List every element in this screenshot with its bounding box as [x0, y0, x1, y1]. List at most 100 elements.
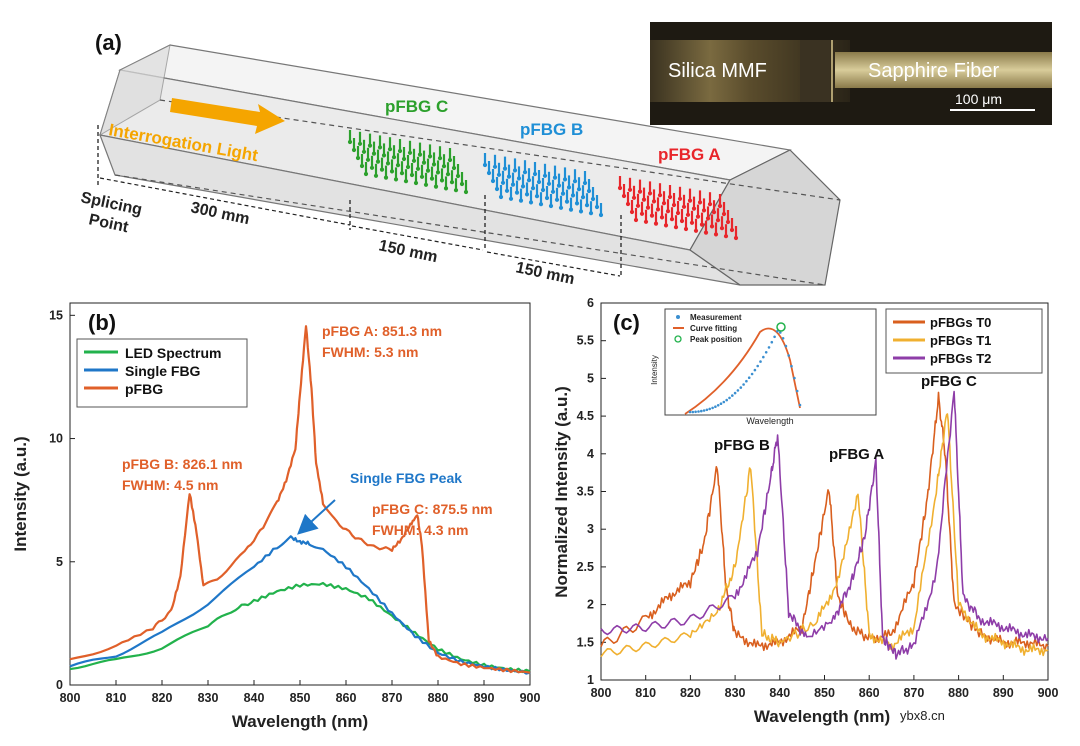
grating-element: [556, 183, 562, 188]
grating-element: [524, 192, 530, 197]
grating-element: [407, 150, 413, 155]
grating-element: [459, 181, 465, 187]
grating-element: [586, 188, 592, 194]
grating-element: [427, 154, 433, 159]
grating-element: [530, 186, 536, 191]
grating-element: [385, 161, 391, 166]
y-tick-label: 3.5: [577, 485, 594, 499]
grating-element: [528, 200, 534, 205]
grating-element: [504, 188, 510, 193]
grating-element: [580, 195, 586, 200]
grating-element: [707, 202, 713, 207]
x-tick-label: 850: [290, 691, 311, 705]
annotation-pfbg-b: pFBG B: 826.1 nm: [122, 456, 243, 472]
grating-element: [506, 174, 512, 179]
grating-element: [711, 210, 717, 215]
grating-element: [393, 177, 399, 182]
grating-element: [639, 211, 645, 216]
grating-element: [453, 188, 459, 193]
inset-measurement-point: [793, 376, 796, 380]
grating-element: [500, 180, 506, 185]
grating-element: [526, 178, 532, 183]
annotation-pfbg-a: pFBG A: 851.3 nm: [322, 323, 442, 339]
grating-element: [548, 203, 554, 209]
inset-measurement-point: [764, 351, 768, 354]
inset-measurement-point: [722, 400, 726, 404]
annotation-pfbg-c-fwhm: FWHM: 4.3 nm: [372, 522, 468, 538]
grating-element: [522, 170, 528, 175]
inset-measurement-point: [711, 406, 714, 410]
peak-label-a: pFBG A: [829, 446, 884, 463]
series-line-pfbgs-t1: [600, 413, 1049, 658]
grating-element: [399, 171, 405, 176]
inset-measurement-point: [719, 402, 723, 406]
x-tick-label: 820: [152, 691, 173, 705]
silica-mmf-label: Silica MMF: [668, 60, 767, 82]
inset-peak-marker: [776, 322, 786, 332]
inset-measurement-point: [762, 355, 765, 359]
grating-element: [643, 219, 649, 224]
series-line-single-fbg: [69, 535, 531, 675]
dimension-line-150a: [351, 225, 484, 251]
grating-element: [689, 220, 695, 225]
legend: LED Spectrum Single FBG pFBG: [76, 338, 248, 408]
inset-measurement-point: [781, 337, 785, 340]
peak-label-c: pFBG C: [921, 373, 977, 390]
grating-element: [625, 201, 631, 207]
annotation-pfbg-a-fwhm: FWHM: 5.3 nm: [322, 344, 418, 360]
x-tick-label: 860: [336, 691, 357, 705]
grating-element: [391, 155, 397, 160]
y-tick-label: 6: [587, 296, 594, 310]
legend-item: LED Spectrum: [125, 345, 221, 361]
legend-item: pFBGs T0: [930, 315, 991, 330]
grating-element: [435, 170, 441, 175]
grating-element: [554, 197, 560, 202]
grating-element: [635, 203, 641, 208]
legend-item: Single FBG: [125, 363, 201, 379]
grating-element: [717, 203, 723, 209]
inset-curve-fitting: [684, 327, 801, 415]
grating-element: [669, 217, 675, 222]
x-axis-label: Wavelength (nm): [232, 712, 368, 731]
grating-element: [550, 189, 556, 194]
grating-element: [383, 175, 389, 180]
inset-measurement-point: [688, 410, 692, 414]
x-tick-label: 840: [244, 691, 265, 705]
peak-label-b: pFBG B: [714, 437, 770, 454]
grating-element: [492, 164, 498, 169]
grating-element: [574, 201, 580, 206]
grating-element: [514, 190, 520, 195]
x-tick-label: 890: [474, 691, 495, 705]
grating-element: [431, 162, 437, 167]
grating-element: [633, 217, 639, 223]
grating-element: [445, 172, 451, 177]
grating-element: [576, 187, 582, 192]
inset-measurement-point: [708, 407, 711, 411]
grating-element: [578, 209, 584, 214]
grating-element: [588, 211, 594, 216]
grating-element: [645, 205, 651, 210]
y-tick-label: 5: [56, 555, 63, 569]
grating-element: [363, 171, 369, 177]
grating-element: [447, 157, 453, 163]
grating-element: [443, 186, 449, 191]
inset-measurement-point: [745, 379, 748, 383]
dimension-line-150b: [486, 251, 621, 277]
grating-element: [617, 185, 623, 191]
y-axis-label: Intensity (a.u.): [11, 436, 30, 551]
y-tick-label: 4: [587, 447, 594, 461]
y-axis-label: Normalized Intensity (a.u.): [552, 386, 571, 598]
grating-element: [369, 165, 375, 170]
grating-element: [387, 147, 393, 152]
x-tick-label: 840: [769, 686, 790, 700]
grating-element: [703, 230, 709, 235]
inset-measurement-point: [756, 364, 759, 368]
panel-b-label: (b): [88, 310, 116, 335]
inset-measurement-point: [739, 386, 743, 389]
grating-element: [647, 191, 653, 196]
grating-element: [502, 166, 508, 171]
y-tick-label: 15: [49, 308, 63, 322]
grating-element: [397, 148, 403, 154]
microscope-image: Silica MMF Sapphire Fiber 100 μm: [650, 22, 1052, 125]
grating-element: [371, 151, 377, 156]
